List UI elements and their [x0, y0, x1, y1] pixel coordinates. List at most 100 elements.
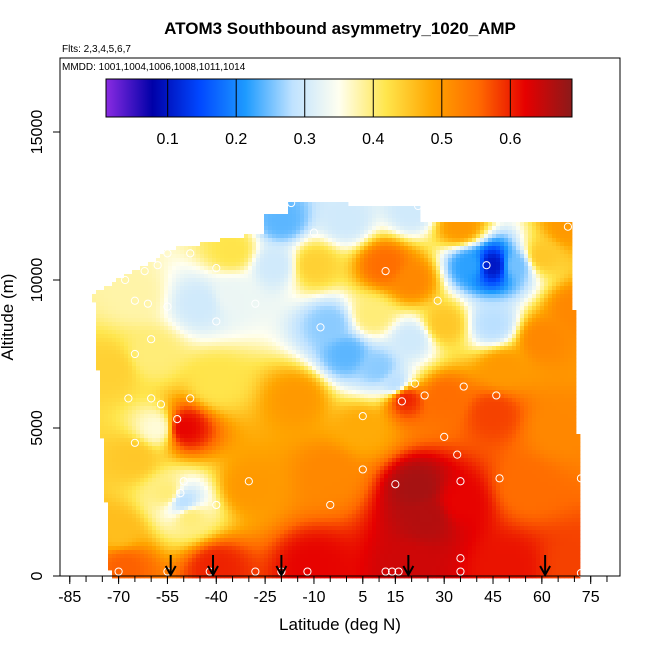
heat-cell — [216, 382, 221, 387]
heat-cell — [308, 246, 313, 251]
heat-cell — [464, 334, 469, 339]
heat-cell — [292, 234, 297, 239]
heat-cell — [168, 290, 173, 295]
heat-cell — [312, 358, 317, 363]
heat-cell — [456, 282, 461, 287]
heat-cell — [148, 374, 153, 379]
heat-cell — [520, 330, 525, 335]
heat-cell — [328, 334, 333, 339]
heat-cell — [392, 290, 397, 295]
heat-cell — [512, 262, 517, 267]
heat-cell — [512, 302, 517, 307]
heat-cell — [540, 326, 545, 331]
heat-cell — [360, 218, 365, 223]
heat-cell — [228, 374, 233, 379]
heat-cell — [492, 266, 497, 271]
heat-cell — [496, 358, 501, 363]
heat-cell — [372, 226, 377, 231]
heat-cell — [132, 330, 137, 335]
heat-cell — [356, 266, 361, 271]
heat-cell — [536, 306, 541, 311]
heat-cell — [112, 338, 117, 343]
heat-cell — [256, 346, 261, 351]
heat-cell — [204, 306, 209, 311]
heat-cell — [540, 350, 545, 355]
heat-cell — [536, 286, 541, 291]
heat-cell — [204, 370, 209, 375]
heat-cell — [300, 366, 305, 371]
heat-cell — [380, 238, 385, 243]
heat-cell — [364, 314, 369, 319]
heat-cell — [372, 298, 377, 303]
heat-cell — [532, 326, 537, 331]
heat-cell — [120, 390, 125, 395]
heat-cell — [488, 362, 493, 367]
heat-cell — [256, 234, 261, 239]
heat-cell — [152, 282, 157, 287]
heat-cell — [188, 318, 193, 323]
heat-cell — [336, 262, 341, 267]
heat-cell — [556, 222, 561, 227]
heat-cell — [248, 310, 253, 315]
heat-cell — [164, 386, 169, 391]
heat-cell — [332, 334, 337, 339]
heat-cell — [220, 286, 225, 291]
heat-cell — [324, 222, 329, 227]
heat-cell — [436, 294, 441, 299]
heat-cell — [248, 254, 253, 259]
heat-cell — [512, 254, 517, 259]
heat-cell — [336, 282, 341, 287]
heat-cell — [480, 306, 485, 311]
heat-cell — [268, 318, 273, 323]
heat-cell — [196, 346, 201, 351]
heat-cell — [360, 326, 365, 331]
heat-cell — [264, 226, 269, 231]
heat-cell — [376, 242, 381, 247]
heat-cell — [420, 342, 425, 347]
heat-cell — [468, 246, 473, 251]
heat-cell — [252, 330, 257, 335]
heat-cell — [204, 382, 209, 387]
heat-cell — [404, 266, 409, 271]
heat-cell — [424, 350, 429, 355]
heat-cell — [556, 250, 561, 255]
heat-cell — [292, 258, 297, 263]
heat-cell — [220, 258, 225, 263]
heat-cell — [148, 274, 153, 279]
heat-cell — [480, 226, 485, 231]
heat-cell — [292, 210, 297, 215]
heat-cell — [384, 374, 389, 379]
heat-cell — [256, 310, 261, 315]
heat-cell — [296, 246, 301, 251]
heat-cell — [548, 258, 553, 263]
heat-cell — [428, 258, 433, 263]
heat-cell — [560, 302, 565, 307]
heat-cell — [236, 374, 241, 379]
heat-cell — [172, 302, 177, 307]
heat-cell — [336, 234, 341, 239]
heat-cell — [188, 346, 193, 351]
heat-cell — [268, 238, 273, 243]
heat-cell — [212, 258, 217, 263]
heat-cell — [544, 330, 549, 335]
heat-cell — [356, 370, 361, 375]
heat-cell — [232, 386, 237, 391]
heat-cell — [128, 318, 133, 323]
heat-cell — [512, 358, 517, 363]
heat-cell — [464, 230, 469, 235]
heat-cell — [564, 254, 569, 259]
heat-cell — [524, 378, 529, 383]
heat-cell — [332, 214, 337, 219]
heat-cell — [144, 338, 149, 343]
heat-cell — [164, 342, 169, 347]
heat-cell — [100, 362, 105, 367]
heat-cell — [528, 302, 533, 307]
heat-cell — [260, 270, 265, 275]
heat-cell — [132, 274, 137, 279]
heat-cell — [512, 274, 517, 279]
heat-cell — [304, 302, 309, 307]
heat-cell — [572, 390, 577, 395]
heat-cell — [320, 374, 325, 379]
heat-cell — [240, 242, 245, 247]
heat-cell — [408, 354, 413, 359]
